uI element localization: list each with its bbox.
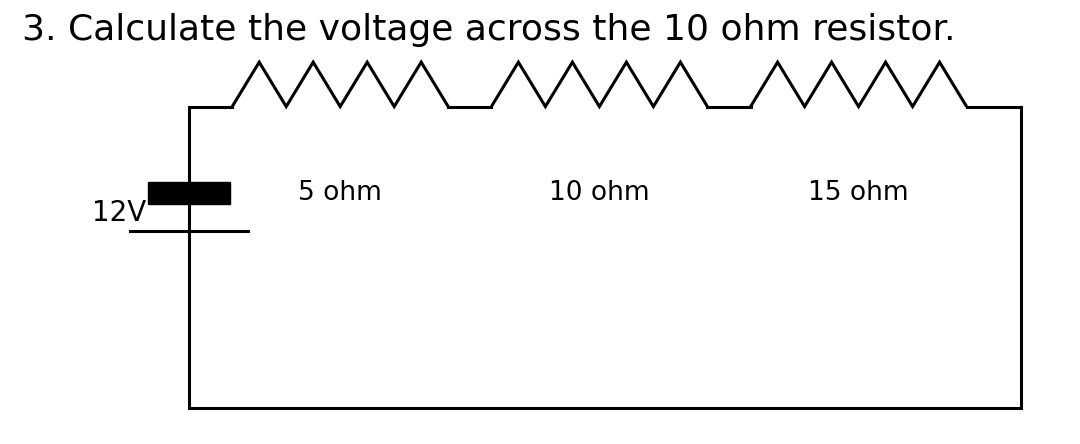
Text: 10 ohm: 10 ohm: [549, 180, 650, 206]
Text: 5 ohm: 5 ohm: [298, 180, 382, 206]
Text: 12V: 12V: [92, 199, 146, 227]
Text: 15 ohm: 15 ohm: [808, 180, 909, 206]
Bar: [148, 182, 230, 204]
Text: 3. Calculate the voltage across the 10 ohm resistor.: 3. Calculate the voltage across the 10 o…: [22, 13, 955, 48]
